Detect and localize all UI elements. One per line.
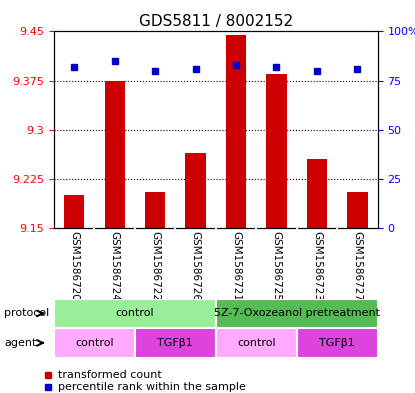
Bar xyxy=(226,35,246,228)
Text: GSM1586722: GSM1586722 xyxy=(150,231,160,301)
FancyBboxPatch shape xyxy=(297,328,378,358)
Text: protocol: protocol xyxy=(4,309,49,318)
Text: GSM1586721: GSM1586721 xyxy=(231,231,241,301)
FancyBboxPatch shape xyxy=(216,328,297,358)
Text: GSM1586723: GSM1586723 xyxy=(312,231,322,301)
Bar xyxy=(266,74,287,228)
Bar xyxy=(64,195,84,228)
Title: GDS5811 / 8002152: GDS5811 / 8002152 xyxy=(139,14,293,29)
Text: control: control xyxy=(115,309,154,318)
Text: percentile rank within the sample: percentile rank within the sample xyxy=(58,382,246,392)
Text: GSM1586724: GSM1586724 xyxy=(110,231,120,301)
Bar xyxy=(307,159,327,228)
Bar xyxy=(105,81,125,228)
Text: TGFβ1: TGFβ1 xyxy=(157,338,193,348)
Text: GSM1586727: GSM1586727 xyxy=(352,231,362,301)
Bar xyxy=(347,192,368,228)
Bar xyxy=(186,152,206,228)
Text: TGFβ1: TGFβ1 xyxy=(319,338,355,348)
Text: GSM1586720: GSM1586720 xyxy=(69,231,79,301)
FancyBboxPatch shape xyxy=(135,328,216,358)
Text: GSM1586726: GSM1586726 xyxy=(190,231,200,301)
FancyBboxPatch shape xyxy=(54,299,216,328)
Text: control: control xyxy=(75,338,114,348)
Text: control: control xyxy=(237,338,276,348)
Bar xyxy=(145,192,165,228)
Text: GSM1586725: GSM1586725 xyxy=(271,231,281,301)
Text: agent: agent xyxy=(4,338,37,348)
FancyBboxPatch shape xyxy=(54,328,135,358)
Text: 5Z-7-Oxozeanol pretreatment: 5Z-7-Oxozeanol pretreatment xyxy=(214,309,380,318)
Text: transformed count: transformed count xyxy=(58,370,162,380)
FancyBboxPatch shape xyxy=(216,299,378,328)
